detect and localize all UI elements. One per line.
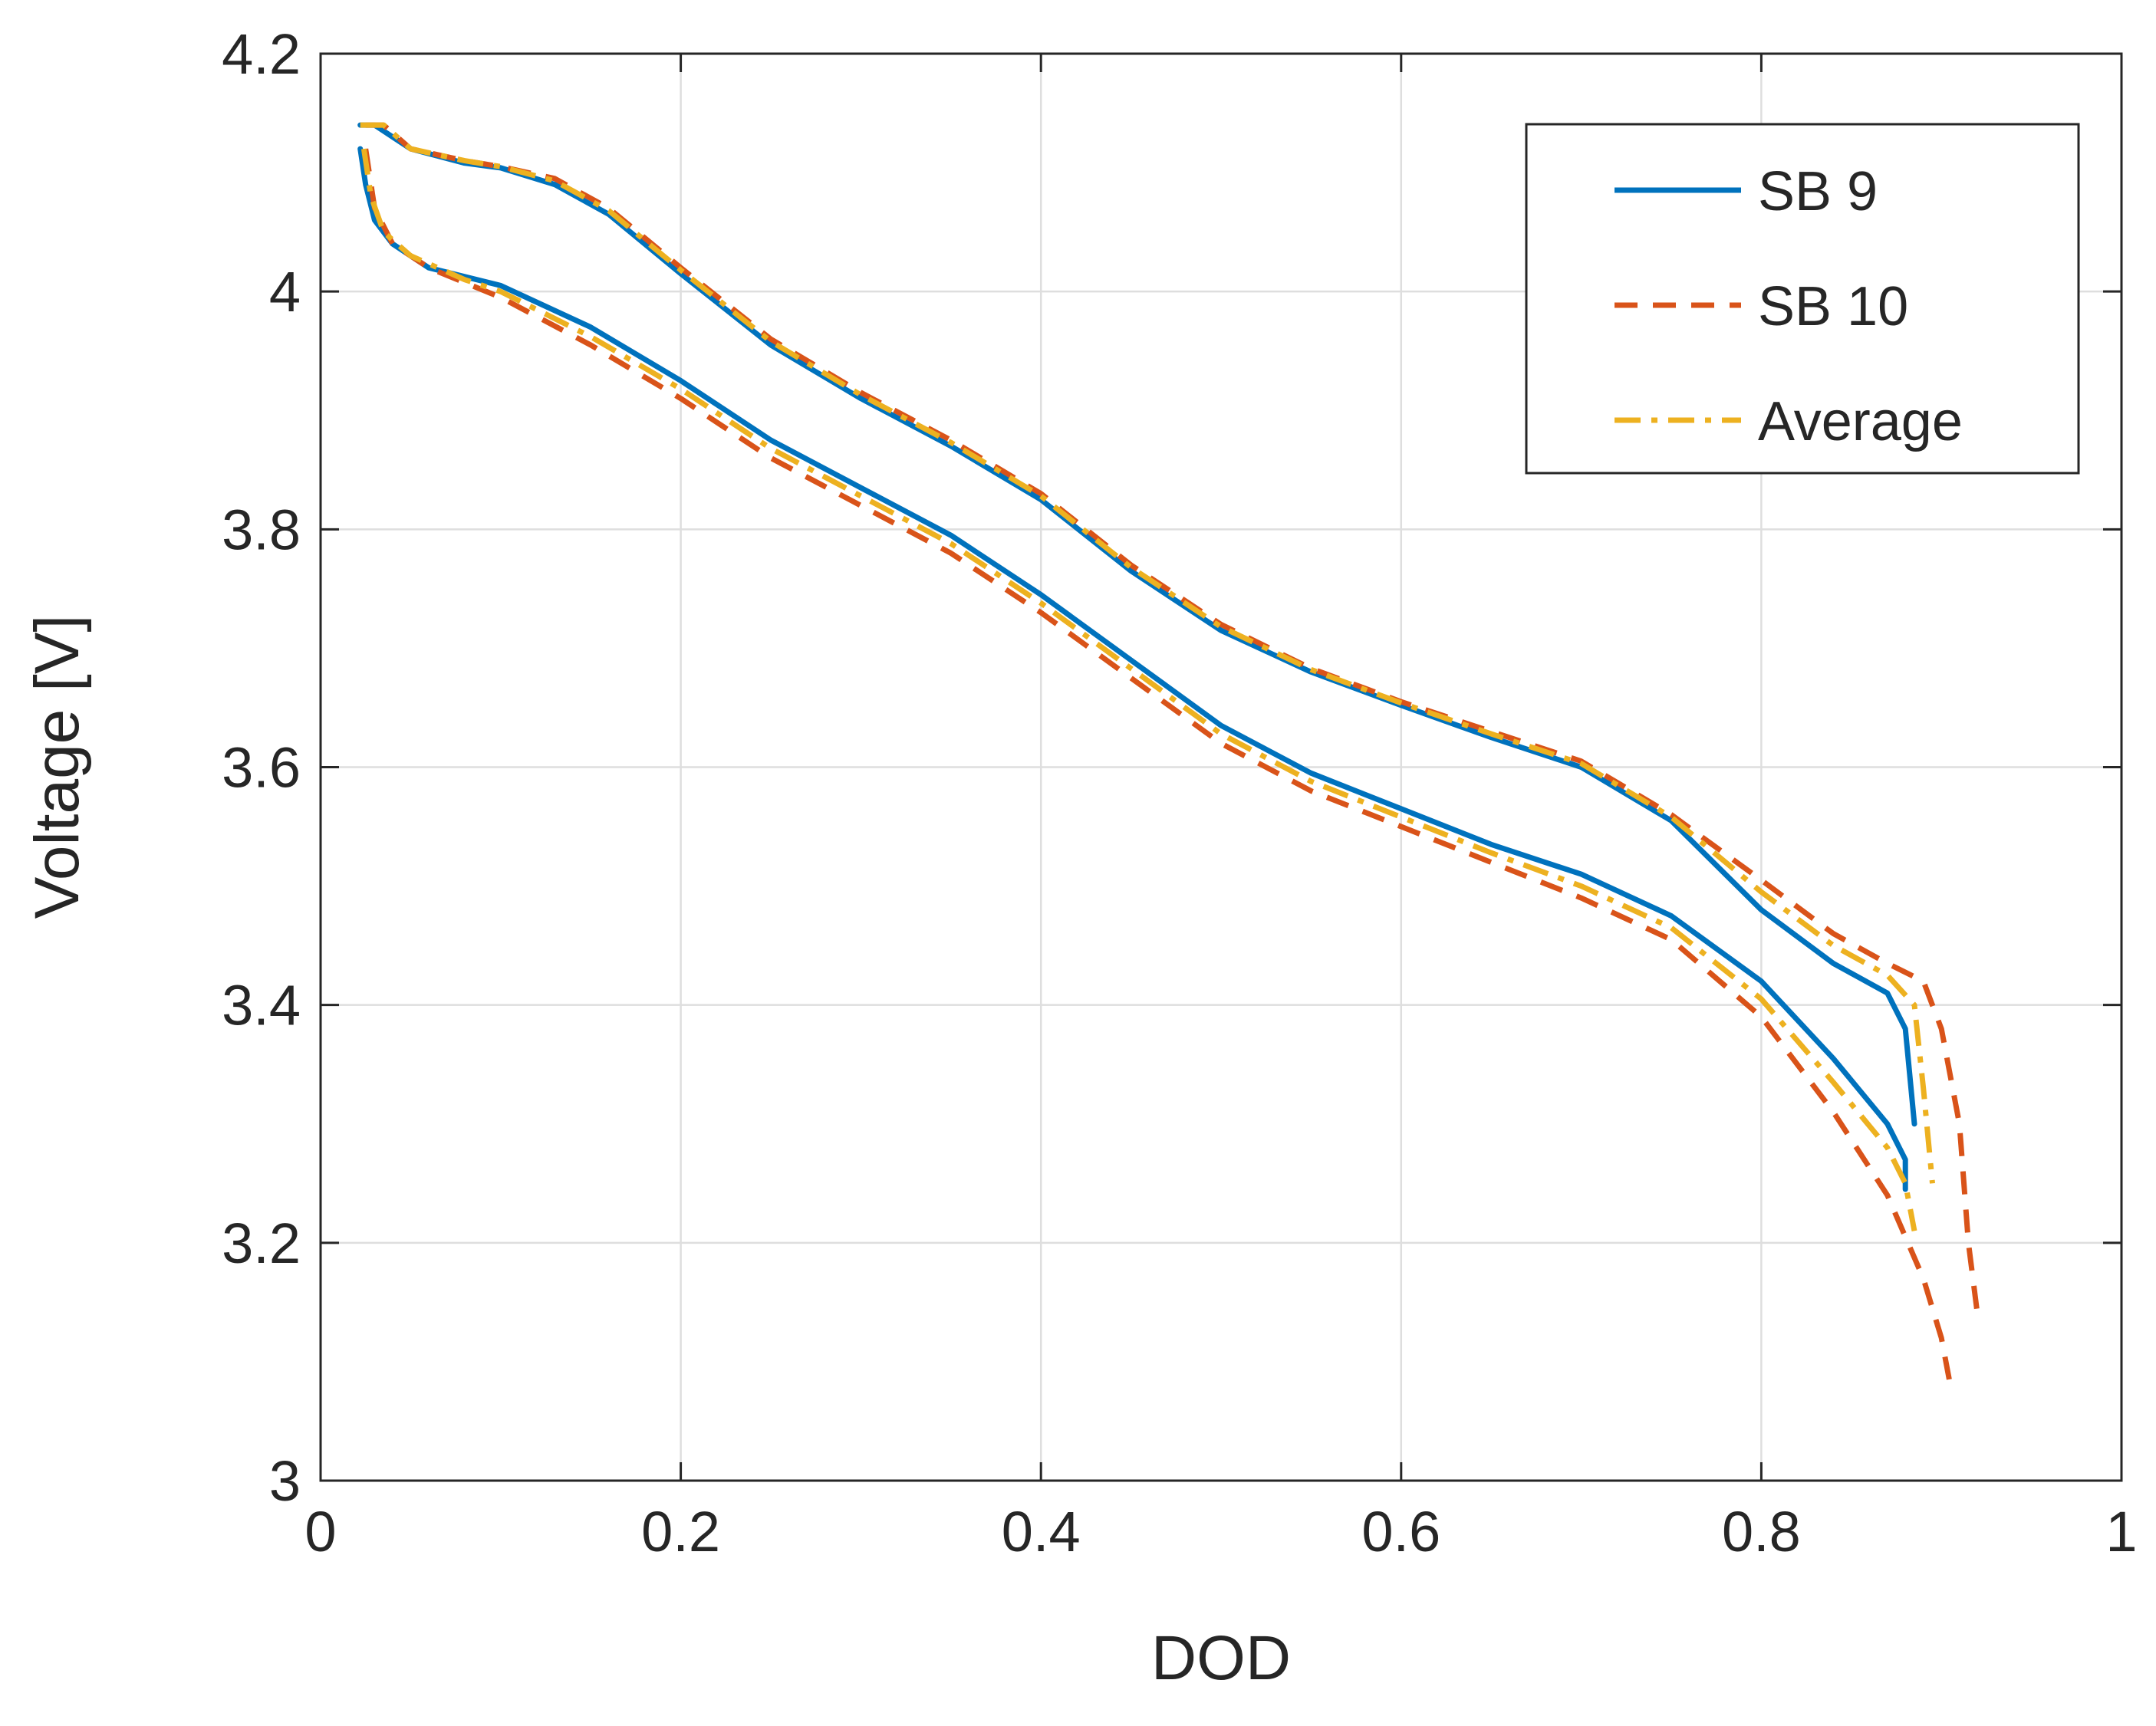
y-tick-label: 4.2 [222, 22, 301, 86]
y-tick-label: 3 [269, 1449, 301, 1513]
legend-box [1525, 123, 2080, 475]
x-tick-label: 0.6 [1361, 1500, 1440, 1563]
legend-label-sb-10: SB 10 [1758, 276, 1908, 337]
y-tick-label: 3.8 [222, 498, 301, 561]
y-tick-label: 3.6 [222, 736, 301, 800]
y-tick-label: 4 [269, 260, 301, 324]
y-tick-label: 3.2 [222, 1211, 301, 1275]
x-tick-label: 0 [304, 1500, 336, 1563]
y-tick-label: 3.4 [222, 974, 301, 1037]
legend: SB 9 SB 10 Average [1525, 123, 2080, 475]
tick-labels: 0 0.2 0.4 0.6 0.8 1 3 3.2 3.4 3.6 3.8 4 4.2 [222, 22, 2137, 1563]
x-axis-label: DOD [1151, 1623, 1291, 1693]
series-average-lower-line [360, 148, 1917, 1231]
legend-label-average: Average [1758, 391, 1963, 452]
x-tick-label: 0.2 [641, 1500, 720, 1563]
series-sb-10-lower-line [363, 148, 1954, 1386]
legend-label-sb-9: SB 9 [1758, 161, 1878, 222]
x-tick-label: 1 [2105, 1500, 2137, 1563]
ticks [319, 52, 2123, 1482]
x-tick-label: 0.4 [1002, 1500, 1081, 1563]
y-axis-label: Voltage [V] [22, 615, 92, 919]
series-layer [357, 122, 1980, 1386]
x-tick-label: 0.8 [1722, 1500, 1801, 1563]
